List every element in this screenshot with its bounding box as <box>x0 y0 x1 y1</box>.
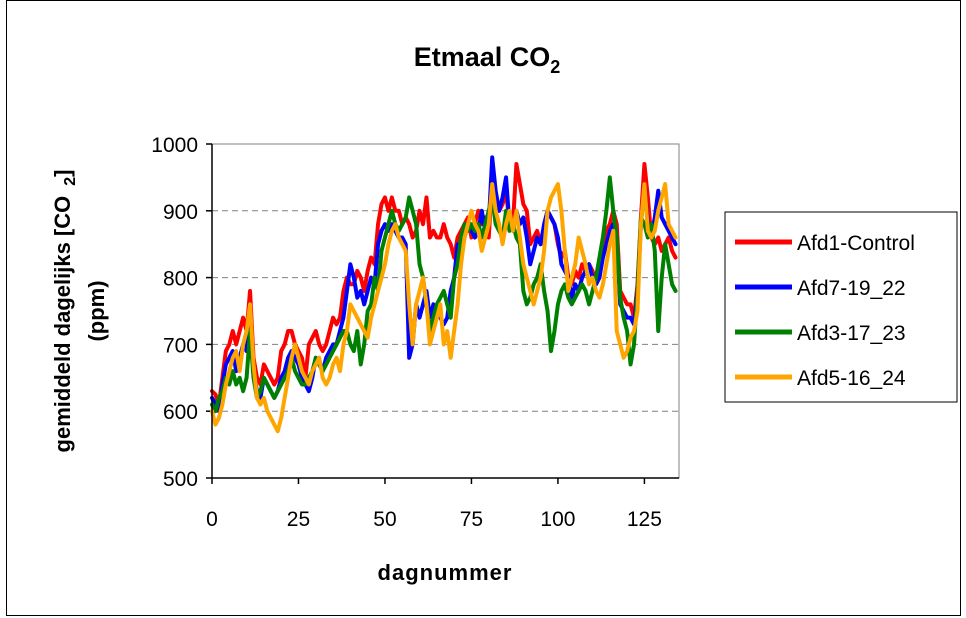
y-axis-title-close: ] <box>50 170 75 177</box>
x-axis-title: dagnummer <box>378 560 513 585</box>
legend-label: Afd1-Control <box>797 232 915 255</box>
x-tick-label: 0 <box>206 508 218 531</box>
x-tick-label: 100 <box>540 508 575 531</box>
legend-label: Afd3-17_23 <box>797 322 906 345</box>
x-tick-label: 75 <box>460 508 483 531</box>
legend-label: Afd7-19_22 <box>797 277 906 300</box>
y-axis-title-line1: gemiddeld dagelijks [CO 2] <box>50 170 79 453</box>
chart-title-text: Etmaal CO <box>414 42 551 72</box>
legend: Afd1-Control Afd7-19_22 Afd3-17_23 Afd5-16_… <box>735 232 915 390</box>
legend-label: Afd5-16_24 <box>797 367 906 390</box>
y-tick-label: 800 <box>163 268 198 291</box>
y-tick-label: 500 <box>163 468 198 491</box>
y-axis-title-subscript: 2 <box>62 177 79 186</box>
series-lines <box>210 155 678 434</box>
y-tick-label: 1000 <box>151 134 198 157</box>
series-line-afd5-16-24 <box>210 182 678 434</box>
x-tick-label: 50 <box>373 508 396 531</box>
y-axis-title: gemiddeld dagelijks [CO 2] (ppm) <box>50 170 109 453</box>
plot-area <box>211 143 680 479</box>
y-tick-label: 600 <box>163 401 198 424</box>
chart-title-subscript: 2 <box>550 57 560 77</box>
x-tick-label: 125 <box>627 508 662 531</box>
x-ticks: 0 25 50 75 100 125 <box>206 478 662 531</box>
chart-title: Etmaal CO2 <box>414 42 561 77</box>
y-tick-label: 700 <box>163 334 198 357</box>
y-axis-title-main: gemiddeld dagelijks [CO <box>50 196 75 453</box>
y-tick-label: 900 <box>163 201 198 224</box>
y-ticks: 500 600 700 800 900 1000 <box>151 134 212 491</box>
y-axis-title-line2: (ppm) <box>84 280 109 341</box>
x-tick-label: 25 <box>287 508 310 531</box>
